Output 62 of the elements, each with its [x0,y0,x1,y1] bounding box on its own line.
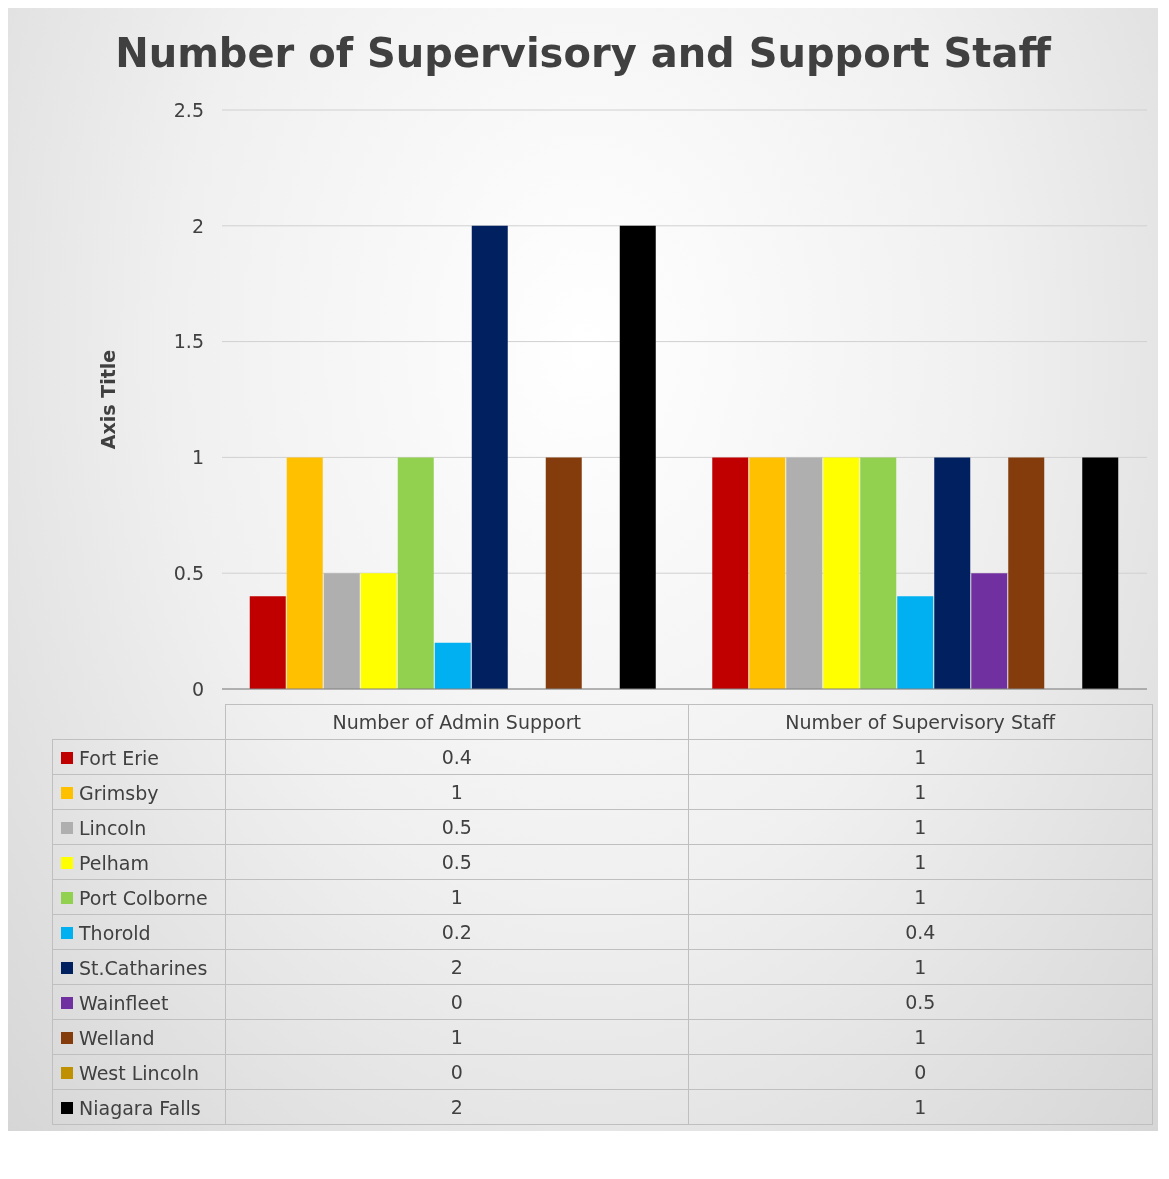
legend-label: Niagara Falls [78,1096,201,1119]
legend-label: Lincoln [78,816,147,839]
legend-label: Port Colborne [78,886,208,909]
bar [786,457,823,689]
bar [397,457,434,689]
data-label: 1 [225,1019,689,1055]
data-label: 1 [688,844,1152,880]
legend-label: St.Catharines [78,956,208,979]
bar [971,573,1008,689]
chart-title: Number of Supervisory and Support Staff [114,29,1053,78]
bar [471,225,508,689]
data-label: 0.5 [225,809,689,845]
bar [897,596,934,689]
y-axis-title: Axis Title [96,349,119,450]
y-tick-label: 1 [191,446,204,469]
bar [545,457,582,689]
data-label: 0 [225,1054,689,1090]
data-label: 0 [688,1054,1152,1090]
data-label: 1 [688,1089,1152,1125]
data-label: 0.5 [225,844,689,880]
bar [286,457,323,689]
bar [823,457,860,689]
bar [1082,457,1119,689]
legend-label: Welland [78,1026,155,1049]
legend-label: Fort Erie [78,746,159,769]
legend-label: Wainfleet [78,991,169,1014]
data-label: 0.4 [225,739,689,775]
legend-label: Thorold [78,921,151,944]
bar [712,457,749,689]
bar [749,457,786,689]
bar [249,596,286,689]
data-label: 2 [225,949,689,985]
bar [1008,457,1045,689]
data-label: 0.4 [688,914,1152,950]
data-label: 1 [688,809,1152,845]
data-label: 1 [688,949,1152,985]
y-tick-label: 0.5 [173,561,204,584]
data-label: 1 [688,739,1152,775]
data-label: 1 [688,879,1152,915]
legend-label: West Lincoln [78,1061,200,1084]
data-label: 1 [688,774,1152,810]
bar [360,573,397,689]
bar [619,225,656,689]
y-tick-label: 2.5 [173,98,204,121]
data-label: 0.5 [688,984,1152,1020]
data-label: 1 [225,879,689,915]
y-tick-label: 2 [191,214,204,237]
data-label: 0 [225,984,689,1020]
x-tick-label: Number of Admin Support [225,704,689,740]
data-label: 1 [688,1019,1152,1055]
data-label: 0.2 [225,914,689,950]
data-label: 1 [225,774,689,810]
x-tick-label: Number of Supervisory Staff [688,704,1152,740]
bar [323,573,360,689]
bar [860,457,897,689]
y-tick-label: 0 [191,677,204,700]
bar [934,457,971,689]
legend-label: Grimsby [78,781,159,804]
y-tick-label: 1.5 [173,330,204,353]
legend-label: Pelham [78,851,149,874]
bar [434,642,471,689]
data-label: 2 [225,1089,689,1125]
